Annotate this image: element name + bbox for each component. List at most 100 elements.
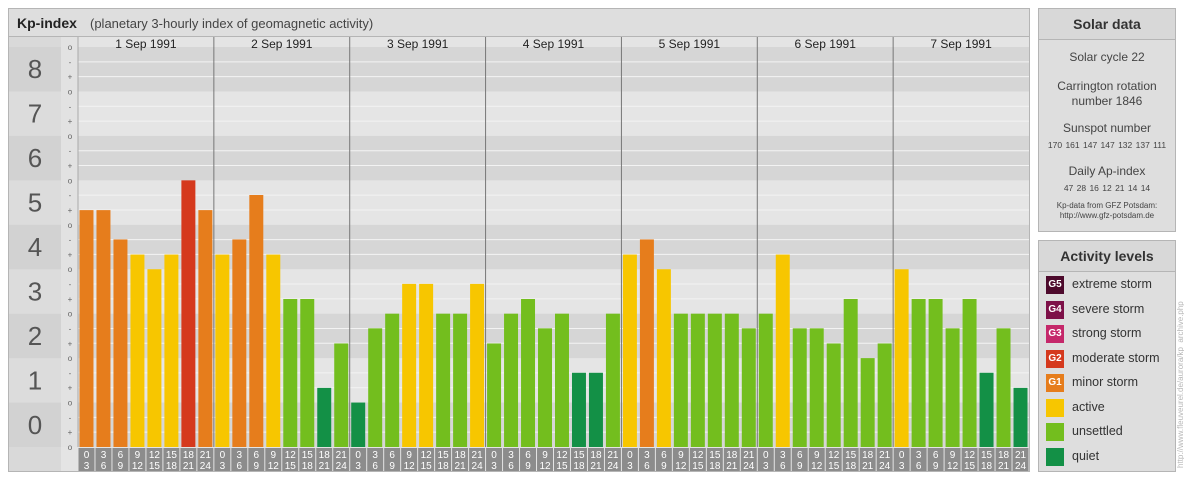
kp-bar: [758, 313, 773, 447]
kp-bar: [809, 328, 824, 447]
x-tick-label-end: 12: [404, 461, 416, 471]
x-tick-label-end: 21: [862, 461, 874, 471]
x-tick-label-start: 3: [101, 450, 107, 461]
day-label: 6 Sep 1991: [795, 37, 857, 51]
hour-box: [842, 448, 859, 471]
kp-bar: [521, 299, 536, 447]
hour-box: [876, 448, 893, 471]
x-tick-label-start: 18: [319, 450, 331, 461]
plot-band: [78, 135, 1029, 181]
x-tick-label-start: 18: [455, 450, 467, 461]
y-minor-tick-label: o: [68, 221, 73, 230]
hour-box: [316, 448, 333, 471]
x-tick-label-start: 21: [200, 450, 212, 461]
legend-label: active: [1072, 399, 1105, 414]
hour-box: [231, 448, 248, 471]
hour-box: [774, 448, 791, 471]
plot-band: [78, 47, 1029, 92]
x-tick-label-start: 3: [508, 450, 514, 461]
x-tick-label-start: 6: [389, 450, 395, 461]
kp-bar: [656, 269, 671, 447]
carrington-rotation-number: number 1846: [1071, 94, 1143, 108]
hour-box: [503, 448, 520, 471]
x-tick-label-start: 0: [355, 450, 361, 461]
y-minor-tick-label: o: [68, 443, 73, 452]
y-tick-label: 2: [28, 321, 42, 351]
x-tick-label-start: 21: [743, 450, 755, 461]
x-tick-label-end: 15: [828, 461, 840, 471]
x-tick-label-end: 9: [118, 461, 124, 471]
x-tick-label-start: 0: [220, 450, 226, 461]
kp-bar: [487, 343, 502, 447]
hour-box: [740, 448, 757, 471]
hour-box: [587, 448, 604, 471]
x-tick-label-end: 6: [780, 461, 786, 471]
kp-bar: [215, 254, 230, 447]
y-minor-tick-label: o: [68, 176, 73, 185]
hour-box: [638, 448, 655, 471]
hour-box: [570, 448, 587, 471]
x-tick-label-start: 15: [166, 450, 178, 461]
hour-box: [893, 448, 910, 471]
hour-box: [978, 448, 995, 471]
solar-data-panel: Solar data Solar cycle 22 Carrington rot…: [1038, 8, 1176, 232]
hour-box: [537, 448, 553, 471]
kp-bar: [555, 313, 569, 447]
activity-levels-title: Activity levels: [1039, 241, 1175, 272]
x-tick-label-start: 15: [981, 450, 993, 461]
x-tick-label-start: 21: [472, 450, 484, 461]
legend-swatch-g2: G2: [1046, 349, 1064, 368]
y-minor-tick-label: o: [68, 132, 73, 141]
x-tick-label-end: 24: [1015, 461, 1027, 471]
y-tick-label: 3: [28, 276, 42, 306]
x-tick-label-end: 24: [336, 461, 348, 471]
x-tick-label-end: 18: [573, 461, 585, 471]
hour-box: [995, 448, 1012, 471]
x-tick-label-end: 12: [947, 461, 959, 471]
x-tick-label-end: 18: [302, 461, 314, 471]
carrington-rotation-label: Carrington rotation: [1057, 79, 1157, 93]
x-tick-label-end: 9: [797, 461, 803, 471]
chart-title: Kp-index: [17, 15, 77, 31]
y-axis-band: [9, 135, 61, 181]
kp-bar: [1013, 387, 1028, 447]
hour-box: [265, 448, 282, 471]
x-tick-label-start: 0: [763, 450, 769, 461]
x-tick-label-start: 6: [525, 450, 531, 461]
daily-ap-index-values: 47 28 16 12 21 14 14: [1063, 183, 1151, 193]
hour-box: [1012, 448, 1029, 471]
day-label: 3 Sep 1991: [387, 37, 449, 51]
kp-bar: [351, 402, 366, 447]
x-tick-label-start: 18: [590, 450, 602, 461]
kp-bar: [690, 313, 705, 447]
x-tick-label-end: 12: [132, 461, 144, 471]
x-tick-label-end: 18: [709, 461, 721, 471]
x-tick-label-end: 6: [101, 461, 107, 471]
x-tick-label-start: 6: [118, 450, 124, 461]
x-tick-label-end: 3: [899, 461, 905, 471]
y-minor-tick-label: o: [68, 354, 73, 363]
y-axis-band: [9, 313, 61, 359]
hour-box: [384, 448, 401, 471]
hour-box: [520, 448, 537, 471]
x-tick-label-end: 9: [525, 461, 531, 471]
plot-band: [78, 91, 1029, 136]
legend-label: quiet: [1072, 448, 1100, 463]
day-label: 7 Sep 1991: [930, 37, 992, 51]
hour-box: [910, 448, 927, 471]
hour-box: [486, 448, 503, 471]
kp-bar: [792, 328, 807, 447]
day-label: 4 Sep 1991: [523, 37, 585, 51]
y-axis-band: [9, 358, 61, 403]
x-tick-label-start: 6: [797, 450, 803, 461]
x-tick-label-start: 15: [438, 450, 450, 461]
solar-cycle-text: Solar cycle 22: [1069, 50, 1145, 64]
hour-box: [825, 448, 842, 471]
hour-box: [180, 448, 197, 471]
x-tick-label-end: 3: [220, 461, 226, 471]
x-tick-label-end: 15: [285, 461, 297, 471]
x-tick-label-end: 15: [556, 461, 568, 471]
x-tick-label-start: 3: [372, 450, 378, 461]
kp-bar: [436, 313, 451, 447]
hour-box: [350, 448, 367, 471]
